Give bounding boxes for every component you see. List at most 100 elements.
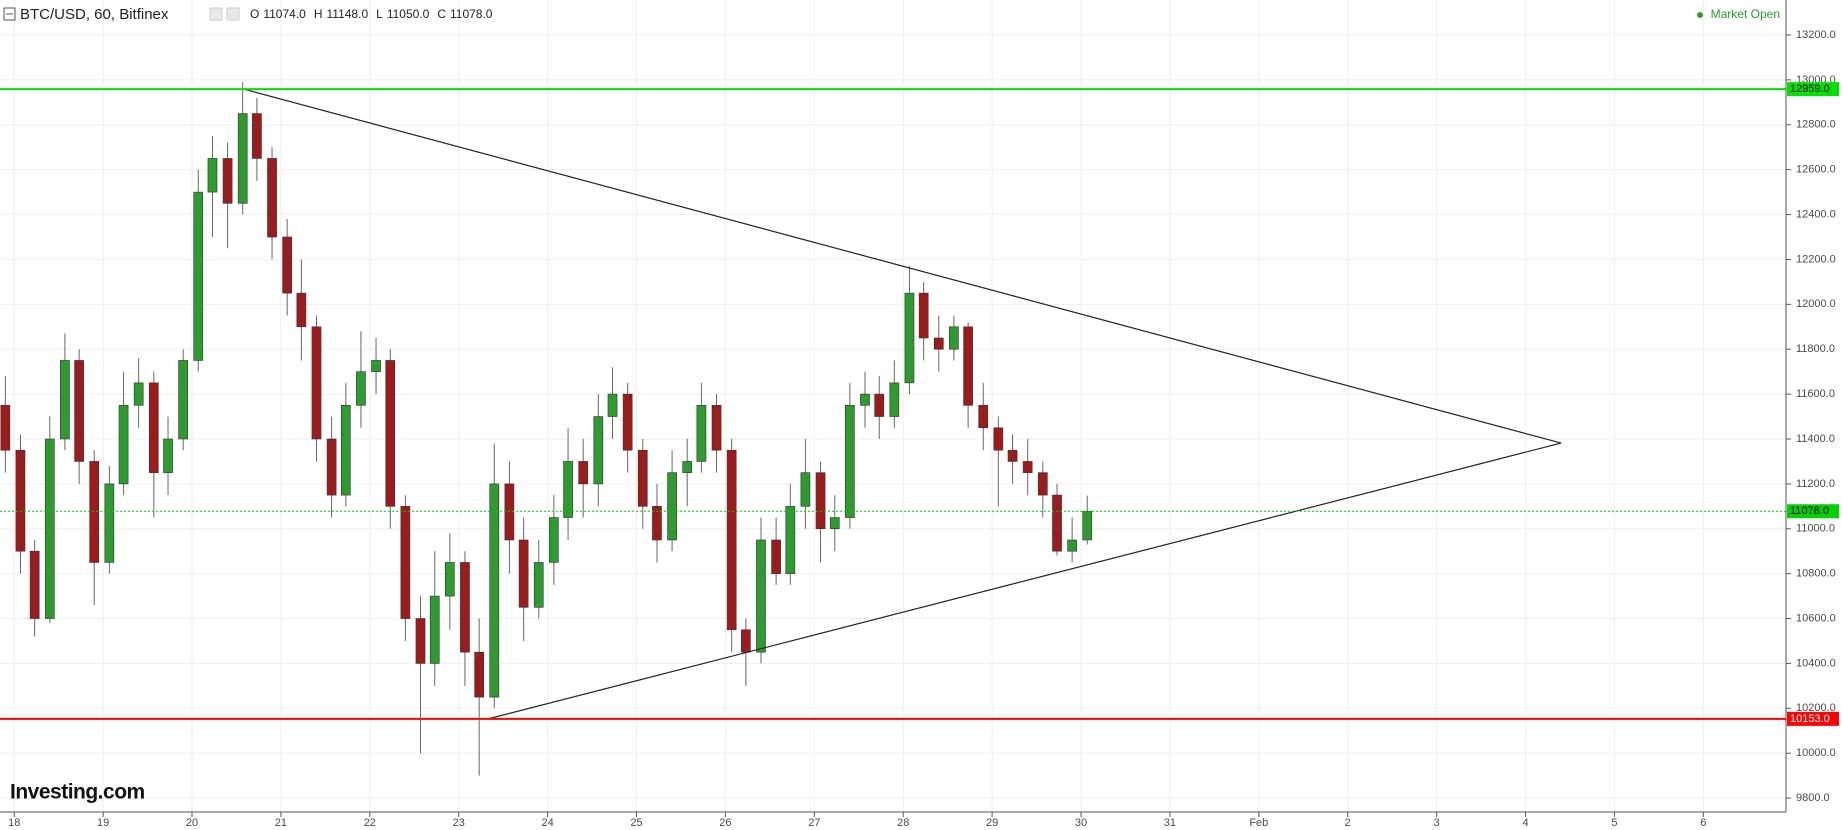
candle-body (326, 438, 337, 496)
candle-body (282, 236, 292, 294)
level-label: 12959.0 (1790, 83, 1830, 95)
candle-body (918, 292, 929, 339)
candle-body (489, 483, 500, 698)
x-tick-label: 21 (275, 817, 287, 829)
y-tick-label: 10400.0 (1796, 657, 1836, 669)
candle-body (1037, 472, 1048, 496)
ohlc-key: H (314, 7, 323, 21)
candle-body (400, 506, 411, 619)
ohlc-value: 11078.0 (450, 7, 493, 21)
ohlc-key: C (437, 7, 446, 21)
x-tick-label: 5 (1611, 817, 1617, 829)
level-label-box (1787, 504, 1839, 519)
x-tick-label: 30 (1075, 817, 1087, 829)
candle-body (444, 562, 455, 597)
candle-body (949, 326, 959, 350)
x-tick-label: 4 (1522, 817, 1528, 829)
candle-body (652, 506, 662, 541)
candle-body (371, 360, 381, 372)
market-status: Market Open (1711, 7, 1780, 21)
candle-body (74, 360, 84, 462)
candle-body (207, 158, 218, 193)
y-tick-label: 12200.0 (1796, 253, 1836, 265)
x-tick-label: 20 (186, 817, 198, 829)
candle-body (1067, 539, 1077, 552)
x-tick-label: 19 (97, 817, 109, 829)
y-tick-label: 11000.0 (1796, 523, 1835, 535)
candle-body (104, 483, 115, 563)
candle-body (933, 337, 944, 350)
y-tick-label: 11200.0 (1796, 478, 1835, 490)
x-tick-label: 31 (1164, 817, 1176, 829)
candle-body (222, 158, 233, 204)
candle-body (845, 405, 855, 518)
candle-body (696, 405, 707, 462)
settings-icon[interactable] (209, 7, 223, 21)
candle-body (667, 472, 677, 541)
x-tick-label: 6 (1700, 817, 1706, 829)
y-tick-label: 13200.0 (1796, 29, 1836, 41)
chart-title: BTC/USD, 60, Bitfinex (20, 6, 169, 23)
candle-body (711, 405, 722, 451)
candle-body (296, 292, 307, 328)
level-label: 11078.0 (1790, 505, 1829, 517)
candle-body (563, 461, 573, 518)
ohlc-key: L (376, 7, 383, 21)
x-tick-label: 22 (364, 817, 376, 829)
candle-body (607, 393, 618, 417)
collapse-icon[interactable] (3, 7, 16, 21)
candle-body (15, 449, 26, 552)
candle-body (193, 191, 204, 361)
hide-icon[interactable] (226, 7, 240, 21)
candle-body (178, 360, 188, 440)
x-tick-label: 25 (630, 817, 642, 829)
y-tick-label: 11800.0 (1796, 343, 1835, 355)
y-tick-label: 10200.0 (1796, 702, 1836, 714)
candle-body (993, 427, 1004, 451)
candle-body (133, 382, 144, 406)
y-tick-label: 12800.0 (1796, 119, 1836, 131)
x-tick-label: 29 (986, 817, 998, 829)
status-dot (1697, 12, 1703, 18)
y-tick-label: 10600.0 (1796, 612, 1836, 624)
candle-body (682, 461, 693, 473)
candle-body (533, 562, 544, 608)
trendline (487, 442, 1562, 720)
candle-body (622, 393, 633, 451)
ohlc-header: O 11074.0 H 11148.0 L 11050.0 C 11078.0 (250, 7, 493, 21)
ohlc-key: O (250, 7, 259, 21)
candle-body (578, 461, 589, 485)
candle-body (593, 416, 604, 485)
candle-body (518, 539, 529, 608)
candle-body (460, 562, 470, 653)
candle-body (978, 405, 989, 429)
ohlc-value: 11148.0 (327, 7, 369, 21)
candle-body (311, 326, 322, 440)
y-tick-label: 12400.0 (1796, 208, 1836, 220)
y-tick-label: 9800.0 (1796, 792, 1830, 804)
candle-body (356, 371, 366, 406)
candle-body (889, 382, 900, 417)
x-tick-label: 23 (453, 817, 465, 829)
candle-body (756, 539, 766, 653)
ohlc-value: 11050.0 (387, 7, 430, 21)
candle-body (118, 405, 129, 485)
candle-body (800, 472, 811, 507)
level-label: 10153.0 (1790, 713, 1830, 725)
candle-body (429, 595, 440, 664)
candle-body (267, 158, 277, 238)
candle-body (1052, 494, 1062, 552)
candle-body (163, 438, 173, 473)
candle-body (474, 651, 485, 698)
candle-body (785, 506, 796, 574)
candle-body (89, 461, 100, 563)
candle-body (741, 629, 751, 653)
x-tick-label: 18 (8, 817, 20, 829)
y-tick-label: 11600.0 (1796, 388, 1835, 400)
x-tick-label: 26 (719, 817, 731, 829)
level-label-box (1787, 82, 1839, 97)
x-tick-label: 3 (1434, 817, 1440, 829)
x-tick-label: 2 (1345, 817, 1351, 829)
